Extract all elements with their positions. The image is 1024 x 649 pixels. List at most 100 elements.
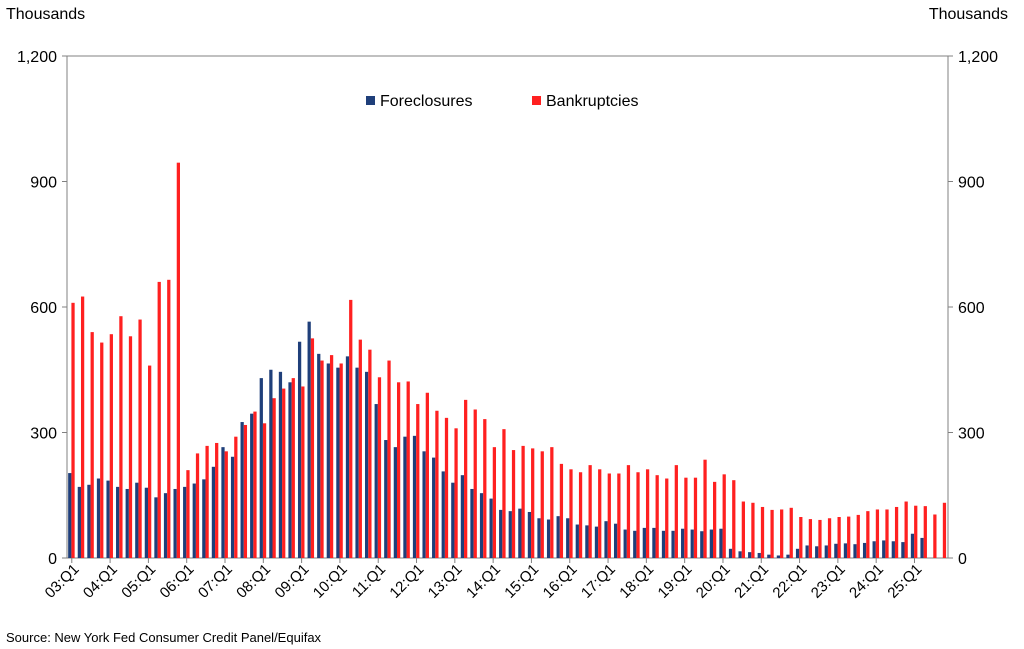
foreclosure-bar: [68, 473, 72, 558]
foreclosure-bar: [594, 526, 599, 558]
foreclosure-bar: [805, 545, 809, 558]
bankruptcy-bar: [483, 419, 487, 558]
foreclosure-bar: [824, 545, 828, 558]
bankruptcy-bar: [550, 447, 554, 558]
bankruptcy-bar: [100, 342, 104, 558]
foreclosure-bar: [144, 487, 149, 558]
bankruptcy-bar: [540, 451, 544, 558]
legend-label-bankruptcies: Bankruptcies: [546, 93, 639, 110]
bankruptcy-bar: [693, 477, 698, 558]
x-tick-label: 23:Q1: [808, 561, 849, 602]
left-y-tick-label: 1,200: [17, 49, 57, 66]
foreclosure-bar: [671, 530, 675, 558]
foreclosure-bar: [336, 367, 340, 558]
foreclosure-bar: [623, 529, 627, 558]
foreclosure-bar: [719, 528, 723, 558]
left-axis-unit: Thousands: [6, 6, 86, 23]
left-y-tick-label: 600: [30, 300, 57, 317]
foreclosure-bar: [709, 529, 714, 558]
foreclosure-bar: [546, 519, 551, 558]
bankruptcy-bar: [569, 469, 573, 558]
bankruptcy-bar: [396, 382, 401, 558]
foreclosure-bar: [355, 367, 359, 558]
foreclosure-bar: [681, 528, 685, 558]
bankruptcy-bar: [71, 302, 75, 558]
bankruptcy-bar: [262, 423, 267, 558]
bankruptcy-bar: [808, 519, 813, 558]
x-tick-label: 04:Q1: [80, 561, 121, 602]
foreclosure-bar: [317, 353, 321, 558]
bankruptcy-bar: [875, 509, 880, 558]
x-tick-label: 24:Q1: [846, 561, 887, 602]
bankruptcy-bar: [531, 448, 535, 558]
bankruptcy-bar: [377, 377, 382, 558]
bankruptcy-bar: [856, 514, 860, 558]
left-y-tick-label: 900: [30, 175, 57, 192]
bankruptcy-bar: [713, 481, 717, 558]
bankruptcy-bar: [253, 411, 257, 558]
foreclosure-bar: [566, 518, 570, 558]
foreclosure-bar: [412, 435, 417, 558]
bankruptcy-bar: [128, 336, 133, 558]
foreclosure-bar: [767, 554, 771, 558]
foreclosure-bar: [384, 440, 388, 558]
bankruptcy-bar: [665, 478, 669, 558]
bankruptcy-bar: [847, 516, 851, 558]
foreclosure-bar: [891, 541, 895, 558]
foreclosure-bar: [479, 493, 484, 558]
foreclosure-bar: [422, 451, 426, 558]
bankruptcy-bar: [789, 507, 793, 558]
legend-swatch-bankruptcies: [532, 96, 541, 105]
x-tick-label: 22:Q1: [769, 561, 810, 602]
bankruptcy-bar: [607, 473, 611, 558]
bankruptcy-bar: [741, 501, 745, 558]
x-tick-label: 11:Q1: [349, 561, 389, 601]
foreclosure-bar: [451, 482, 455, 558]
bankruptcy-bar: [521, 445, 525, 558]
foreclosure-bar: [135, 482, 139, 558]
bankruptcy-bar: [387, 360, 391, 558]
foreclosure-bar: [585, 525, 589, 558]
foreclosure-bar: [470, 488, 474, 558]
bankruptcy-bar: [176, 162, 180, 559]
bankruptcy-bar: [598, 469, 602, 558]
bankruptcy-bar: [464, 399, 468, 558]
bankruptcy-bar: [167, 279, 171, 558]
bankruptcy-bar: [837, 517, 841, 558]
right-y-tick-label: 300: [958, 426, 985, 443]
foreclosure-bar: [96, 478, 101, 558]
bankruptcy-bar: [425, 392, 429, 558]
foreclosure-bar: [834, 543, 838, 558]
foreclosure-bar: [307, 321, 311, 558]
bankruptcy-bar: [588, 465, 592, 558]
foreclosure-bar: [690, 529, 694, 558]
bankruptcy-bar: [626, 465, 631, 558]
bankruptcy-bar: [234, 436, 238, 558]
foreclosure-bar: [757, 552, 761, 558]
x-tick-label: 06:Q1: [157, 561, 198, 602]
bankruptcy-bar: [329, 355, 334, 558]
right-y-tick-label: 1,200: [958, 49, 998, 66]
bankruptcy-bar: [923, 506, 927, 558]
foreclosure-bar: [365, 371, 369, 558]
foreclosure-bar: [250, 413, 254, 558]
right-axis-unit: Thousands: [928, 6, 1008, 23]
foreclosure-bar: [786, 554, 790, 558]
bankruptcy-bar: [885, 509, 889, 558]
bankruptcy-bar: [310, 338, 315, 558]
bankruptcy-bar: [933, 514, 937, 558]
foreclosure-bar: [125, 488, 129, 558]
bankruptcy-bar: [617, 473, 621, 558]
right-y-tick-label: 600: [958, 300, 985, 317]
foreclosure-bar: [211, 466, 216, 558]
foreclosure-bar: [441, 471, 445, 558]
foreclosure-bar: [882, 540, 886, 558]
legend-label-foreclosures: Foreclosures: [380, 93, 472, 110]
bankruptcy-bar: [751, 502, 755, 558]
foreclosure-bar: [642, 527, 646, 558]
foreclosure-bar: [795, 548, 800, 558]
bankruptcy-bar: [454, 428, 458, 558]
bankruptcy-bar: [894, 506, 899, 558]
bankruptcy-bar: [358, 339, 362, 558]
